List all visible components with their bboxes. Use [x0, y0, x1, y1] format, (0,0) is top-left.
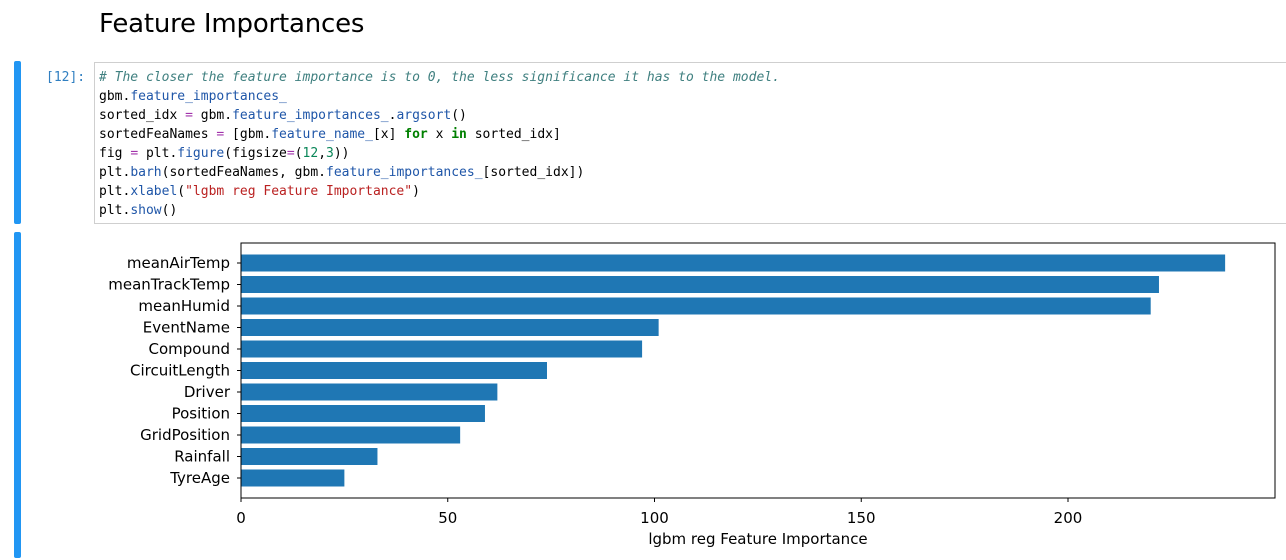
y-tick-label: Position	[172, 405, 230, 423]
bar-TyreAge	[241, 469, 345, 487]
code-token: gbm.	[192, 108, 233, 123]
code-token: feature_importances_	[130, 89, 287, 104]
code-token: =	[216, 127, 225, 142]
code-token: (figsize	[224, 146, 287, 161]
bar-Rainfall	[241, 448, 378, 465]
bar-Driver	[241, 383, 498, 401]
code-token: fig	[99, 146, 131, 161]
code-token: feature_name_	[271, 127, 373, 142]
code-token: sorted_idx	[99, 108, 186, 123]
bar-meanHumid	[241, 297, 1151, 315]
y-tick-label: EventName	[143, 319, 230, 337]
code-token: "lgbm reg Feature Importance"	[185, 184, 413, 199]
input-cell-indicator[interactable]	[14, 61, 21, 224]
bar-GridPosition	[241, 426, 461, 444]
bar-meanAirTemp	[241, 254, 1226, 272]
code-line: fig = plt.figure(figsize=(12,3))	[99, 144, 780, 163]
y-tick-label: Rainfall	[174, 448, 230, 466]
bar-CircuitLength	[241, 362, 547, 379]
code-token: (	[294, 146, 303, 161]
y-tick-label: meanHumid	[138, 297, 230, 315]
x-axis-label: lgbm reg Feature Importance	[648, 530, 867, 548]
code-token: feature_importances_	[232, 108, 389, 123]
code-token: (	[177, 184, 186, 199]
code-token: )	[412, 184, 420, 199]
y-tick-label: Compound	[149, 340, 231, 358]
code-token: ()	[451, 108, 467, 123]
code-line: plt.xlabel("lgbm reg Feature Importance"…	[99, 182, 780, 201]
x-tick-label: 0	[236, 509, 246, 527]
code-token: # The closer the feature importance is t…	[99, 70, 780, 85]
x-tick-label: 100	[640, 509, 669, 527]
code-token: xlabel	[130, 184, 178, 199]
code-token: sorted_idx]	[466, 127, 561, 142]
y-tick-label: GridPosition	[140, 426, 230, 444]
y-tick-label: Driver	[184, 383, 231, 401]
plot-frame	[240, 242, 1276, 499]
bar-Position	[241, 405, 485, 422]
section-heading: Feature Importances	[99, 9, 365, 39]
code-token: x	[427, 127, 452, 142]
y-tick-label: meanAirTemp	[127, 254, 230, 272]
code-token: .	[388, 108, 397, 123]
code-token: ,	[318, 146, 327, 161]
bar-meanTrackTemp	[241, 276, 1159, 293]
code-token: gbm.	[99, 89, 131, 104]
code-token: show	[130, 203, 162, 218]
code-token: for	[404, 127, 428, 142]
code-token: ))	[333, 146, 350, 161]
code-line: sortedFeaNames = [gbm.feature_name_[x] f…	[99, 125, 780, 144]
code-token: ()	[161, 203, 178, 218]
code-token: [gbm.	[224, 127, 272, 142]
code-token: plt.	[99, 184, 131, 199]
y-tick-label: CircuitLength	[130, 362, 230, 380]
code-token: argsort	[396, 108, 452, 123]
x-tick-label: 150	[847, 509, 876, 527]
code-line: plt.barh(sortedFeaNames, gbm.feature_imp…	[99, 163, 780, 182]
y-tick-label: TyreAge	[169, 469, 230, 487]
code-text[interactable]: # The closer the feature importance is t…	[99, 68, 780, 220]
bar-EventName	[241, 319, 659, 336]
code-line: sorted_idx = gbm.feature_importances_.ar…	[99, 106, 780, 125]
code-token: sortedFeaNames	[99, 127, 217, 142]
code-token: in	[451, 127, 467, 142]
code-token: (sortedFeaNames, gbm.	[161, 165, 326, 180]
code-token: =	[185, 108, 193, 123]
code-token: =	[130, 146, 139, 161]
code-token: 3	[326, 146, 334, 161]
code-token: feature_importances_	[326, 165, 483, 180]
code-token: 12	[302, 146, 319, 161]
code-token: plt.	[99, 203, 131, 218]
code-line: gbm.feature_importances_	[99, 87, 780, 106]
code-token: [x]	[372, 127, 405, 142]
output-cell-indicator[interactable]	[14, 232, 21, 558]
x-tick-label: 200	[1054, 509, 1083, 527]
code-token: [sorted_idx])	[482, 165, 585, 180]
code-token: plt.	[138, 146, 178, 161]
cell-prompt: [12]:	[46, 70, 86, 85]
code-token: plt.	[99, 165, 131, 180]
code-editor[interactable]	[94, 62, 1286, 224]
code-line: # The closer the feature importance is t…	[99, 68, 780, 87]
code-token: =	[286, 146, 295, 161]
bar-Compound	[241, 340, 643, 358]
code-token: barh	[130, 165, 162, 180]
code-token: figure	[177, 146, 225, 161]
y-tick-label: meanTrackTemp	[108, 276, 230, 294]
code-line: plt.show()	[99, 201, 780, 220]
x-tick-label: 50	[438, 509, 457, 527]
